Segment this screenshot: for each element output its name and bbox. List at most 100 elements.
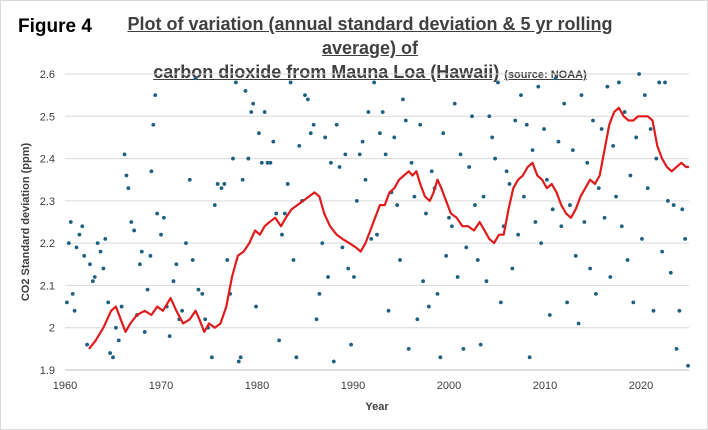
data-point bbox=[369, 237, 374, 241]
data-point bbox=[553, 76, 558, 81]
data-point bbox=[447, 215, 451, 220]
data-point bbox=[550, 207, 555, 212]
data-point bbox=[240, 177, 245, 182]
x-axis-ticks: 1960 1970 1980 1990 2000 2010 2020 bbox=[53, 380, 653, 392]
data-point bbox=[259, 160, 264, 165]
data-point bbox=[311, 122, 316, 127]
chart-title: Plot of variation (annual standard devia… bbox=[100, 12, 640, 87]
data-point bbox=[308, 131, 313, 136]
data-point bbox=[429, 169, 434, 174]
data-point bbox=[70, 291, 75, 296]
x-tick-label: 1990 bbox=[341, 380, 365, 392]
data-point bbox=[346, 266, 351, 271]
data-point bbox=[585, 160, 590, 165]
data-point bbox=[392, 135, 397, 140]
data-point bbox=[421, 279, 425, 284]
data-point bbox=[111, 355, 115, 360]
data-point bbox=[323, 135, 328, 140]
data-point bbox=[631, 300, 636, 305]
data-point bbox=[490, 135, 495, 140]
data-point bbox=[103, 237, 108, 241]
data-point bbox=[415, 317, 420, 322]
data-point bbox=[383, 152, 388, 157]
data-point bbox=[568, 203, 572, 207]
data-point bbox=[254, 304, 258, 309]
data-point bbox=[663, 80, 667, 85]
data-point bbox=[530, 148, 535, 153]
data-point bbox=[303, 93, 307, 98]
data-point bbox=[401, 97, 405, 102]
data-point bbox=[334, 122, 339, 127]
data-point bbox=[116, 338, 121, 343]
data-point bbox=[297, 143, 302, 148]
data-point bbox=[547, 313, 552, 317]
figure-label: Figure 4 bbox=[18, 16, 92, 37]
data-point bbox=[622, 110, 627, 114]
data-point bbox=[187, 177, 192, 182]
data-point bbox=[113, 325, 118, 330]
data-point bbox=[155, 211, 160, 216]
data-point bbox=[314, 317, 319, 322]
data-point bbox=[576, 321, 581, 326]
data-point bbox=[519, 93, 523, 98]
data-point bbox=[231, 156, 235, 161]
x-tick-label: 1970 bbox=[149, 380, 173, 392]
data-point bbox=[403, 118, 408, 123]
data-point bbox=[683, 237, 688, 241]
data-point bbox=[285, 182, 290, 186]
data-point bbox=[444, 253, 449, 258]
data-point bbox=[77, 232, 82, 237]
data-point bbox=[90, 279, 95, 284]
data-point bbox=[337, 165, 342, 169]
rolling-average-line bbox=[88, 106, 689, 350]
rolling-average-line-group bbox=[88, 106, 689, 350]
data-point bbox=[119, 304, 124, 309]
data-point bbox=[88, 262, 92, 267]
data-point bbox=[122, 152, 127, 157]
data-point bbox=[159, 232, 163, 237]
data-point bbox=[132, 228, 137, 233]
data-point bbox=[637, 72, 641, 76]
data-point bbox=[68, 220, 73, 224]
data-point bbox=[92, 275, 97, 279]
x-tick-label: 1960 bbox=[53, 380, 77, 392]
data-point bbox=[617, 80, 621, 85]
data-point bbox=[467, 165, 472, 169]
data-point bbox=[596, 186, 601, 191]
data-point bbox=[498, 300, 503, 305]
data-point bbox=[148, 253, 153, 258]
data-point bbox=[101, 266, 106, 271]
data-point bbox=[171, 279, 176, 284]
data-point bbox=[441, 131, 446, 136]
data-point bbox=[137, 262, 142, 267]
y-tick-label: 2.1 bbox=[40, 280, 55, 292]
data-point bbox=[640, 237, 644, 241]
data-point bbox=[271, 139, 276, 144]
data-point bbox=[375, 232, 379, 237]
data-point bbox=[611, 143, 616, 148]
data-point bbox=[265, 160, 270, 165]
data-point bbox=[461, 346, 466, 351]
data-point bbox=[504, 169, 509, 174]
data-point bbox=[357, 152, 362, 157]
data-point bbox=[82, 253, 87, 258]
data-point bbox=[452, 101, 457, 106]
data-point bbox=[513, 118, 518, 123]
data-point bbox=[674, 346, 679, 351]
data-point bbox=[458, 152, 463, 157]
data-point bbox=[343, 152, 348, 157]
data-point bbox=[412, 194, 417, 199]
x-tick-label: 1980 bbox=[245, 380, 269, 392]
data-point bbox=[536, 84, 541, 89]
data-point bbox=[372, 80, 377, 85]
y-tick-label: 2.5 bbox=[40, 111, 55, 123]
data-point bbox=[665, 198, 670, 203]
x-axis-label: Year bbox=[365, 401, 389, 413]
data-point bbox=[349, 342, 353, 347]
data-point bbox=[317, 291, 322, 296]
data-point bbox=[225, 258, 230, 262]
data-point bbox=[184, 241, 188, 246]
chart-title-source: (source: NOAA) bbox=[504, 69, 587, 81]
y-tick-label: 2.3 bbox=[40, 196, 55, 208]
data-point bbox=[677, 308, 682, 313]
